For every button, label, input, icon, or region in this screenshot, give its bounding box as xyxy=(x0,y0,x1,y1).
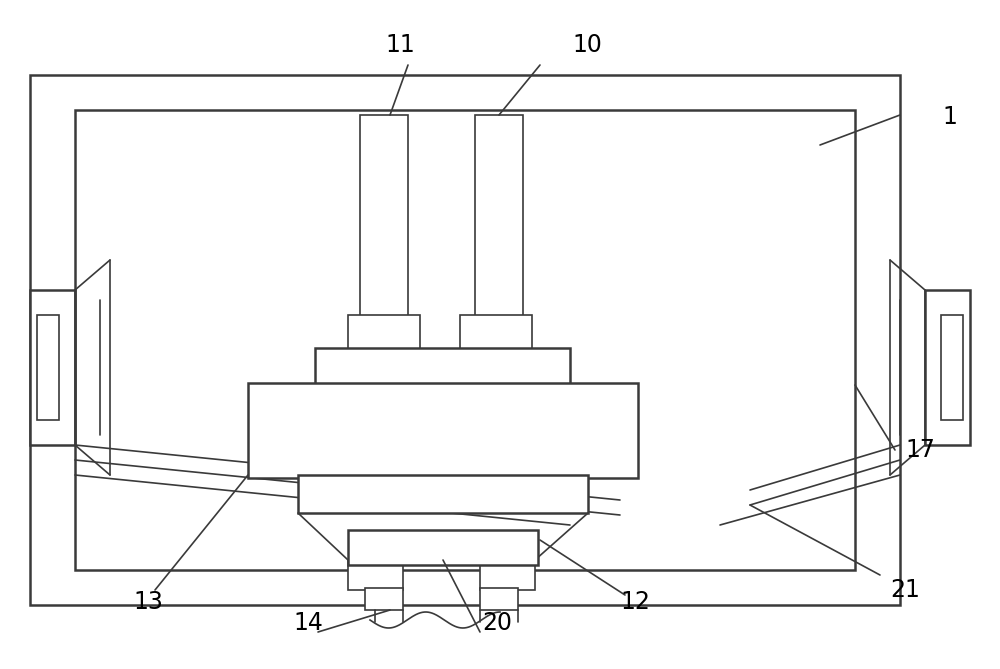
Bar xyxy=(480,560,535,590)
Bar xyxy=(75,110,855,570)
Bar xyxy=(248,383,638,478)
Bar xyxy=(348,315,420,353)
Bar xyxy=(348,560,403,590)
Text: 20: 20 xyxy=(482,611,512,635)
Text: 14: 14 xyxy=(293,611,323,635)
Text: 11: 11 xyxy=(385,33,415,57)
Bar xyxy=(365,588,403,610)
Bar xyxy=(480,588,518,610)
Text: 10: 10 xyxy=(572,33,602,57)
Text: 13: 13 xyxy=(133,590,163,614)
Bar xyxy=(475,115,523,325)
Bar xyxy=(30,75,900,605)
Text: 1: 1 xyxy=(943,105,957,129)
Bar xyxy=(925,290,970,445)
Bar xyxy=(298,475,588,513)
Bar xyxy=(315,348,570,386)
Bar xyxy=(30,290,75,445)
Bar xyxy=(360,115,408,325)
Bar xyxy=(460,315,532,353)
Text: 17: 17 xyxy=(905,438,935,462)
Bar xyxy=(37,315,59,420)
Text: 21: 21 xyxy=(890,578,920,602)
Text: 12: 12 xyxy=(620,590,650,614)
Bar xyxy=(941,315,963,420)
Bar xyxy=(348,530,538,565)
